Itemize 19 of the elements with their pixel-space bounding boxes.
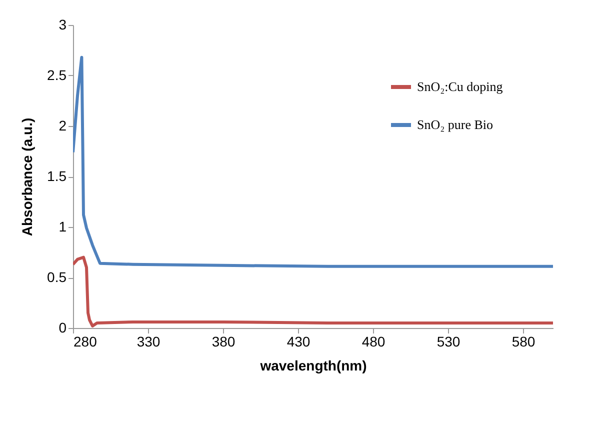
y-tick-label: 3 [58, 16, 67, 32]
legend-label: SnO₂ pure Bio [417, 117, 494, 132]
y-tick-label: 0 [58, 320, 67, 336]
x-tick-label: 430 [286, 334, 310, 350]
y-axis-title: Absorbance (a.u.) [19, 118, 36, 236]
x-tick-label: 530 [436, 334, 460, 350]
y-tick-label: 2 [58, 118, 67, 134]
legend-label: SnO₂:Cu doping [417, 79, 504, 94]
x-tick-label: 280 [74, 334, 98, 350]
y-tick-label: 0.5 [47, 269, 67, 285]
x-axis-title: wavelength(nm) [259, 358, 367, 374]
x-tick-label: 330 [136, 334, 160, 350]
x-tick-label: 380 [212, 334, 236, 350]
x-tick-label: 480 [362, 334, 386, 350]
line-series [73, 56, 553, 268]
x-tick-label: 580 [512, 334, 536, 350]
y-tick-label: 2.5 [47, 67, 67, 83]
y-tick-label: 1.5 [47, 168, 67, 184]
y-tick-label: 1 [58, 218, 67, 234]
